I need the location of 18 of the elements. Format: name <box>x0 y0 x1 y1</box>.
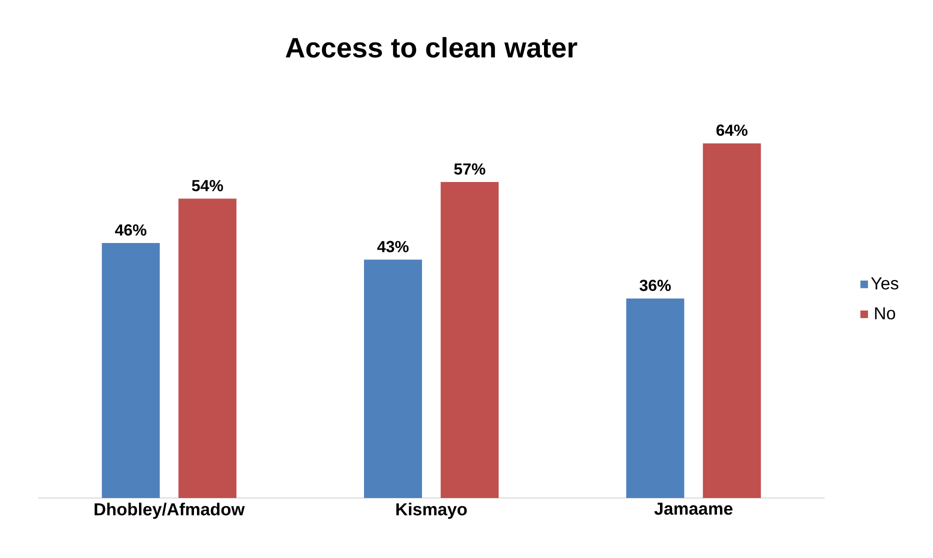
bar <box>178 198 236 498</box>
data-label: 64% <box>716 124 748 136</box>
legend-label: No <box>875 307 896 320</box>
chart-title: Access to clean water <box>286 37 578 58</box>
x-tick-label: Kismayo <box>396 502 467 519</box>
data-label: 54% <box>192 180 224 192</box>
data-label: 43% <box>377 240 409 252</box>
legend-label: Yes <box>871 277 898 290</box>
bar <box>626 298 684 498</box>
bar <box>102 243 160 498</box>
bar <box>440 182 499 498</box>
bar <box>702 143 761 498</box>
bar <box>364 260 422 498</box>
x-tick-label: Dhobley/Afmadow <box>94 502 245 519</box>
data-label: 36% <box>640 280 671 292</box>
data-label: 46% <box>115 224 146 236</box>
data-label: 57% <box>454 163 486 175</box>
x-tick-label: Jamaame <box>654 502 732 515</box>
